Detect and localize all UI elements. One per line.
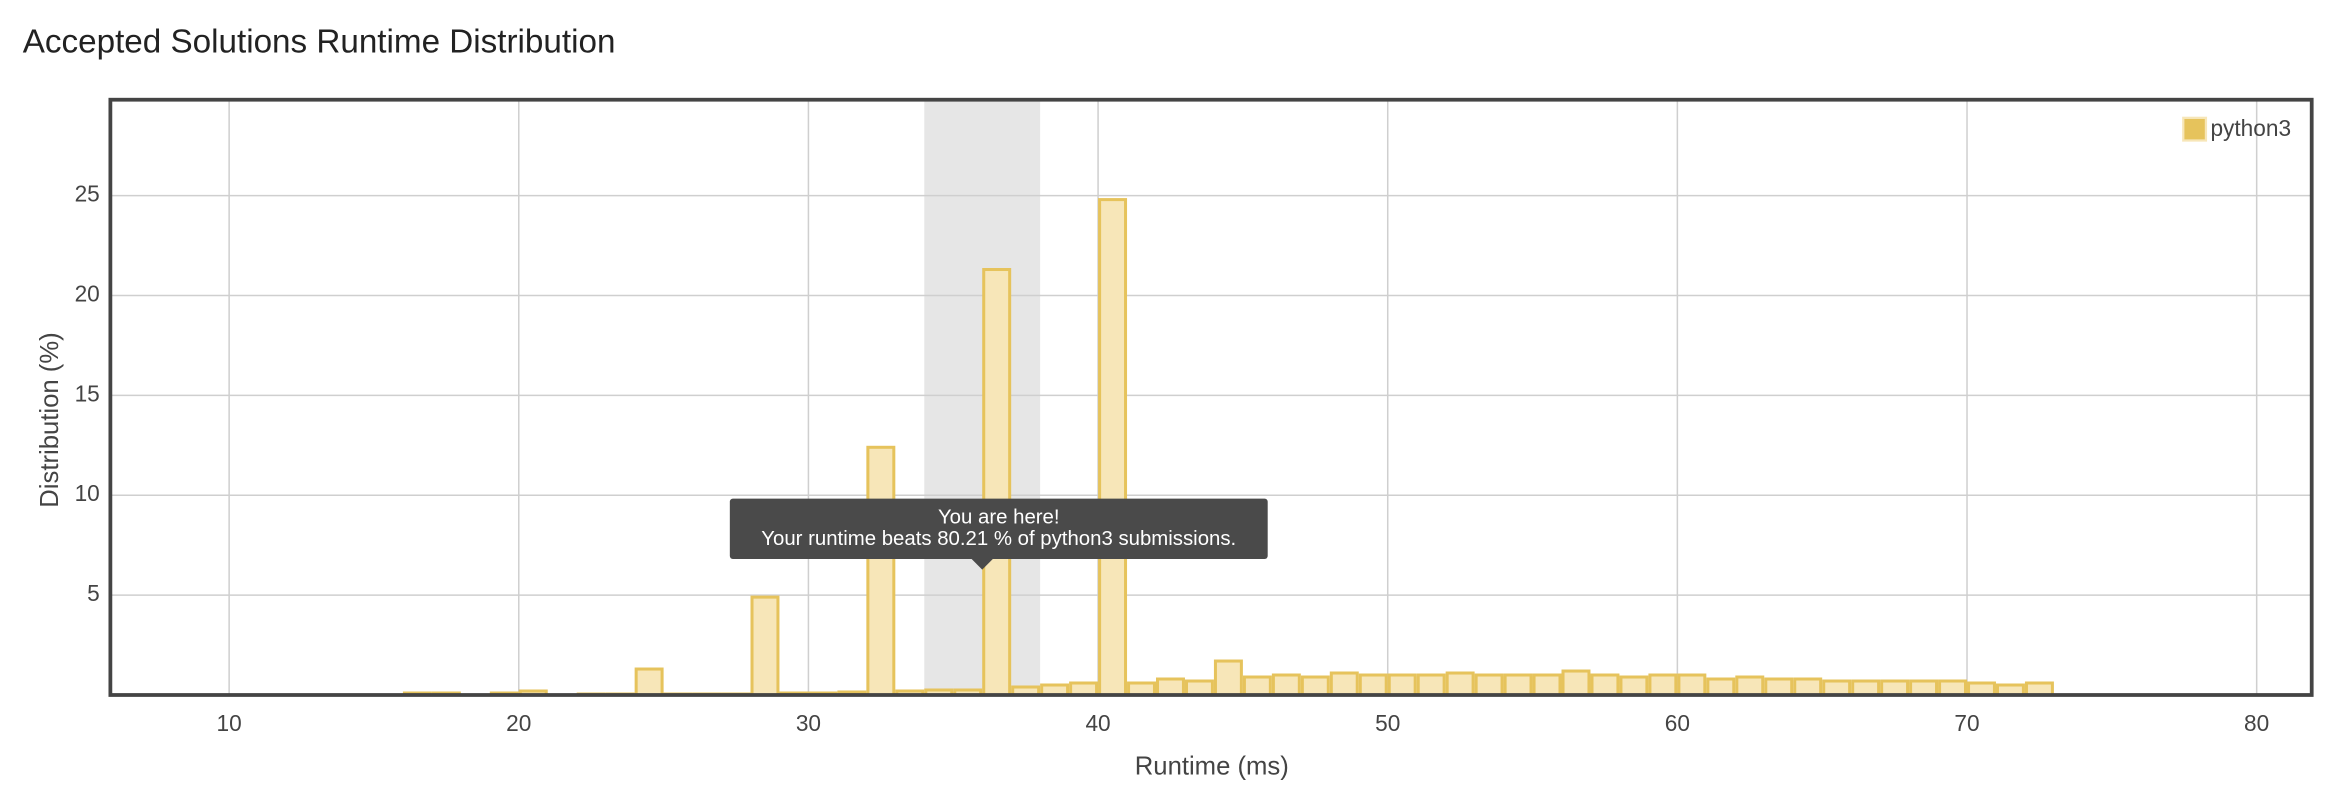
x-tick-label: 20 [506, 710, 531, 736]
y-tick-label: 15 [75, 380, 100, 406]
bar [1474, 673, 1504, 697]
bar [1706, 677, 1736, 697]
bar [866, 445, 896, 697]
bar [1445, 671, 1475, 697]
bar [1677, 673, 1707, 697]
bar [982, 268, 1012, 697]
bar [1184, 679, 1214, 697]
bar [1156, 677, 1185, 697]
bar [1242, 675, 1272, 697]
x-tick-label: 70 [1954, 710, 1979, 736]
bar [1909, 679, 1939, 697]
bar [1300, 675, 1330, 697]
y-tick-label: 25 [75, 181, 100, 207]
y-tick-label: 20 [75, 280, 100, 306]
tooltip-text: Your runtime beats 80.21 % of python3 su… [761, 528, 1236, 550]
bar [1880, 679, 1910, 697]
bar [1271, 673, 1301, 697]
bar [634, 667, 664, 697]
x-tick-label: 80 [2244, 710, 2269, 736]
plot-frame [108, 97, 2314, 697]
bar [1735, 675, 1765, 697]
bar [1561, 669, 1591, 697]
bar [1648, 673, 1678, 697]
bar [1416, 673, 1446, 697]
x-tick-label: 50 [1375, 710, 1400, 736]
legend-swatch [2182, 116, 2208, 142]
tooltip-title: You are here! [938, 507, 1060, 529]
bar [1213, 659, 1243, 697]
bar [1358, 673, 1388, 697]
x-tick-label: 40 [1085, 710, 1110, 736]
y-tick-label: 5 [87, 580, 100, 606]
bar [750, 595, 780, 697]
x-tick-label: 10 [217, 710, 242, 736]
bar [1619, 675, 1649, 697]
bar [1532, 673, 1562, 697]
x-tick-label: 60 [1665, 710, 1690, 736]
bar [1590, 673, 1620, 697]
y-axis-label: Distribution (%) [36, 332, 64, 507]
legend-label: python3 [2210, 115, 2291, 141]
tooltip-arrow [970, 557, 995, 570]
bar [1503, 673, 1533, 697]
bar [1851, 679, 1881, 697]
bar [1098, 198, 1128, 697]
chart-title: Accepted Solutions Runtime Distribution [23, 24, 616, 61]
x-axis-label: Runtime (ms) [1135, 752, 1289, 780]
bar [1822, 679, 1852, 697]
bar [1387, 673, 1417, 697]
x-tick-label: 30 [796, 710, 821, 736]
bar [1764, 677, 1794, 697]
bar [1793, 677, 1823, 697]
y-tick-label: 10 [75, 480, 100, 506]
tooltip-box [729, 498, 1268, 560]
bar [1938, 679, 1968, 697]
bar [1329, 671, 1359, 697]
